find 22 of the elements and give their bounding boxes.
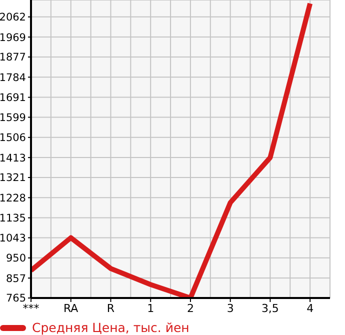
y-tick-label: 1413 xyxy=(0,152,26,164)
y-tick-label: 1506 xyxy=(0,132,26,144)
y-tick-label: 857 xyxy=(6,272,26,285)
x-tick-label: 3 xyxy=(226,302,234,315)
x-tick-label: 4 xyxy=(306,302,314,315)
x-tick-label: 3,5 xyxy=(261,302,279,315)
legend-label: Средняя Цена, тыс. йен xyxy=(32,320,190,335)
y-tick-label: 1784 xyxy=(0,72,26,84)
y-tick-label: 1877 xyxy=(0,52,26,64)
y-tick-label: 1321 xyxy=(0,172,26,184)
x-tick-label: 1 xyxy=(147,302,154,315)
y-tick-label: 1969 xyxy=(0,32,26,44)
y-tick-label: 1599 xyxy=(0,112,26,124)
x-tick-label: RA xyxy=(64,302,79,315)
y-tick-label: 1691 xyxy=(0,92,26,104)
y-tick-label: 1043 xyxy=(0,232,26,244)
y-tick-label: 1228 xyxy=(0,192,26,204)
x-tick-label: R xyxy=(106,302,115,315)
y-tick-label: 2062 xyxy=(0,12,26,24)
y-tick-label: 950 xyxy=(6,252,26,265)
x-tick-label: 2 xyxy=(186,302,194,315)
y-tick-label: 1135 xyxy=(0,212,26,225)
